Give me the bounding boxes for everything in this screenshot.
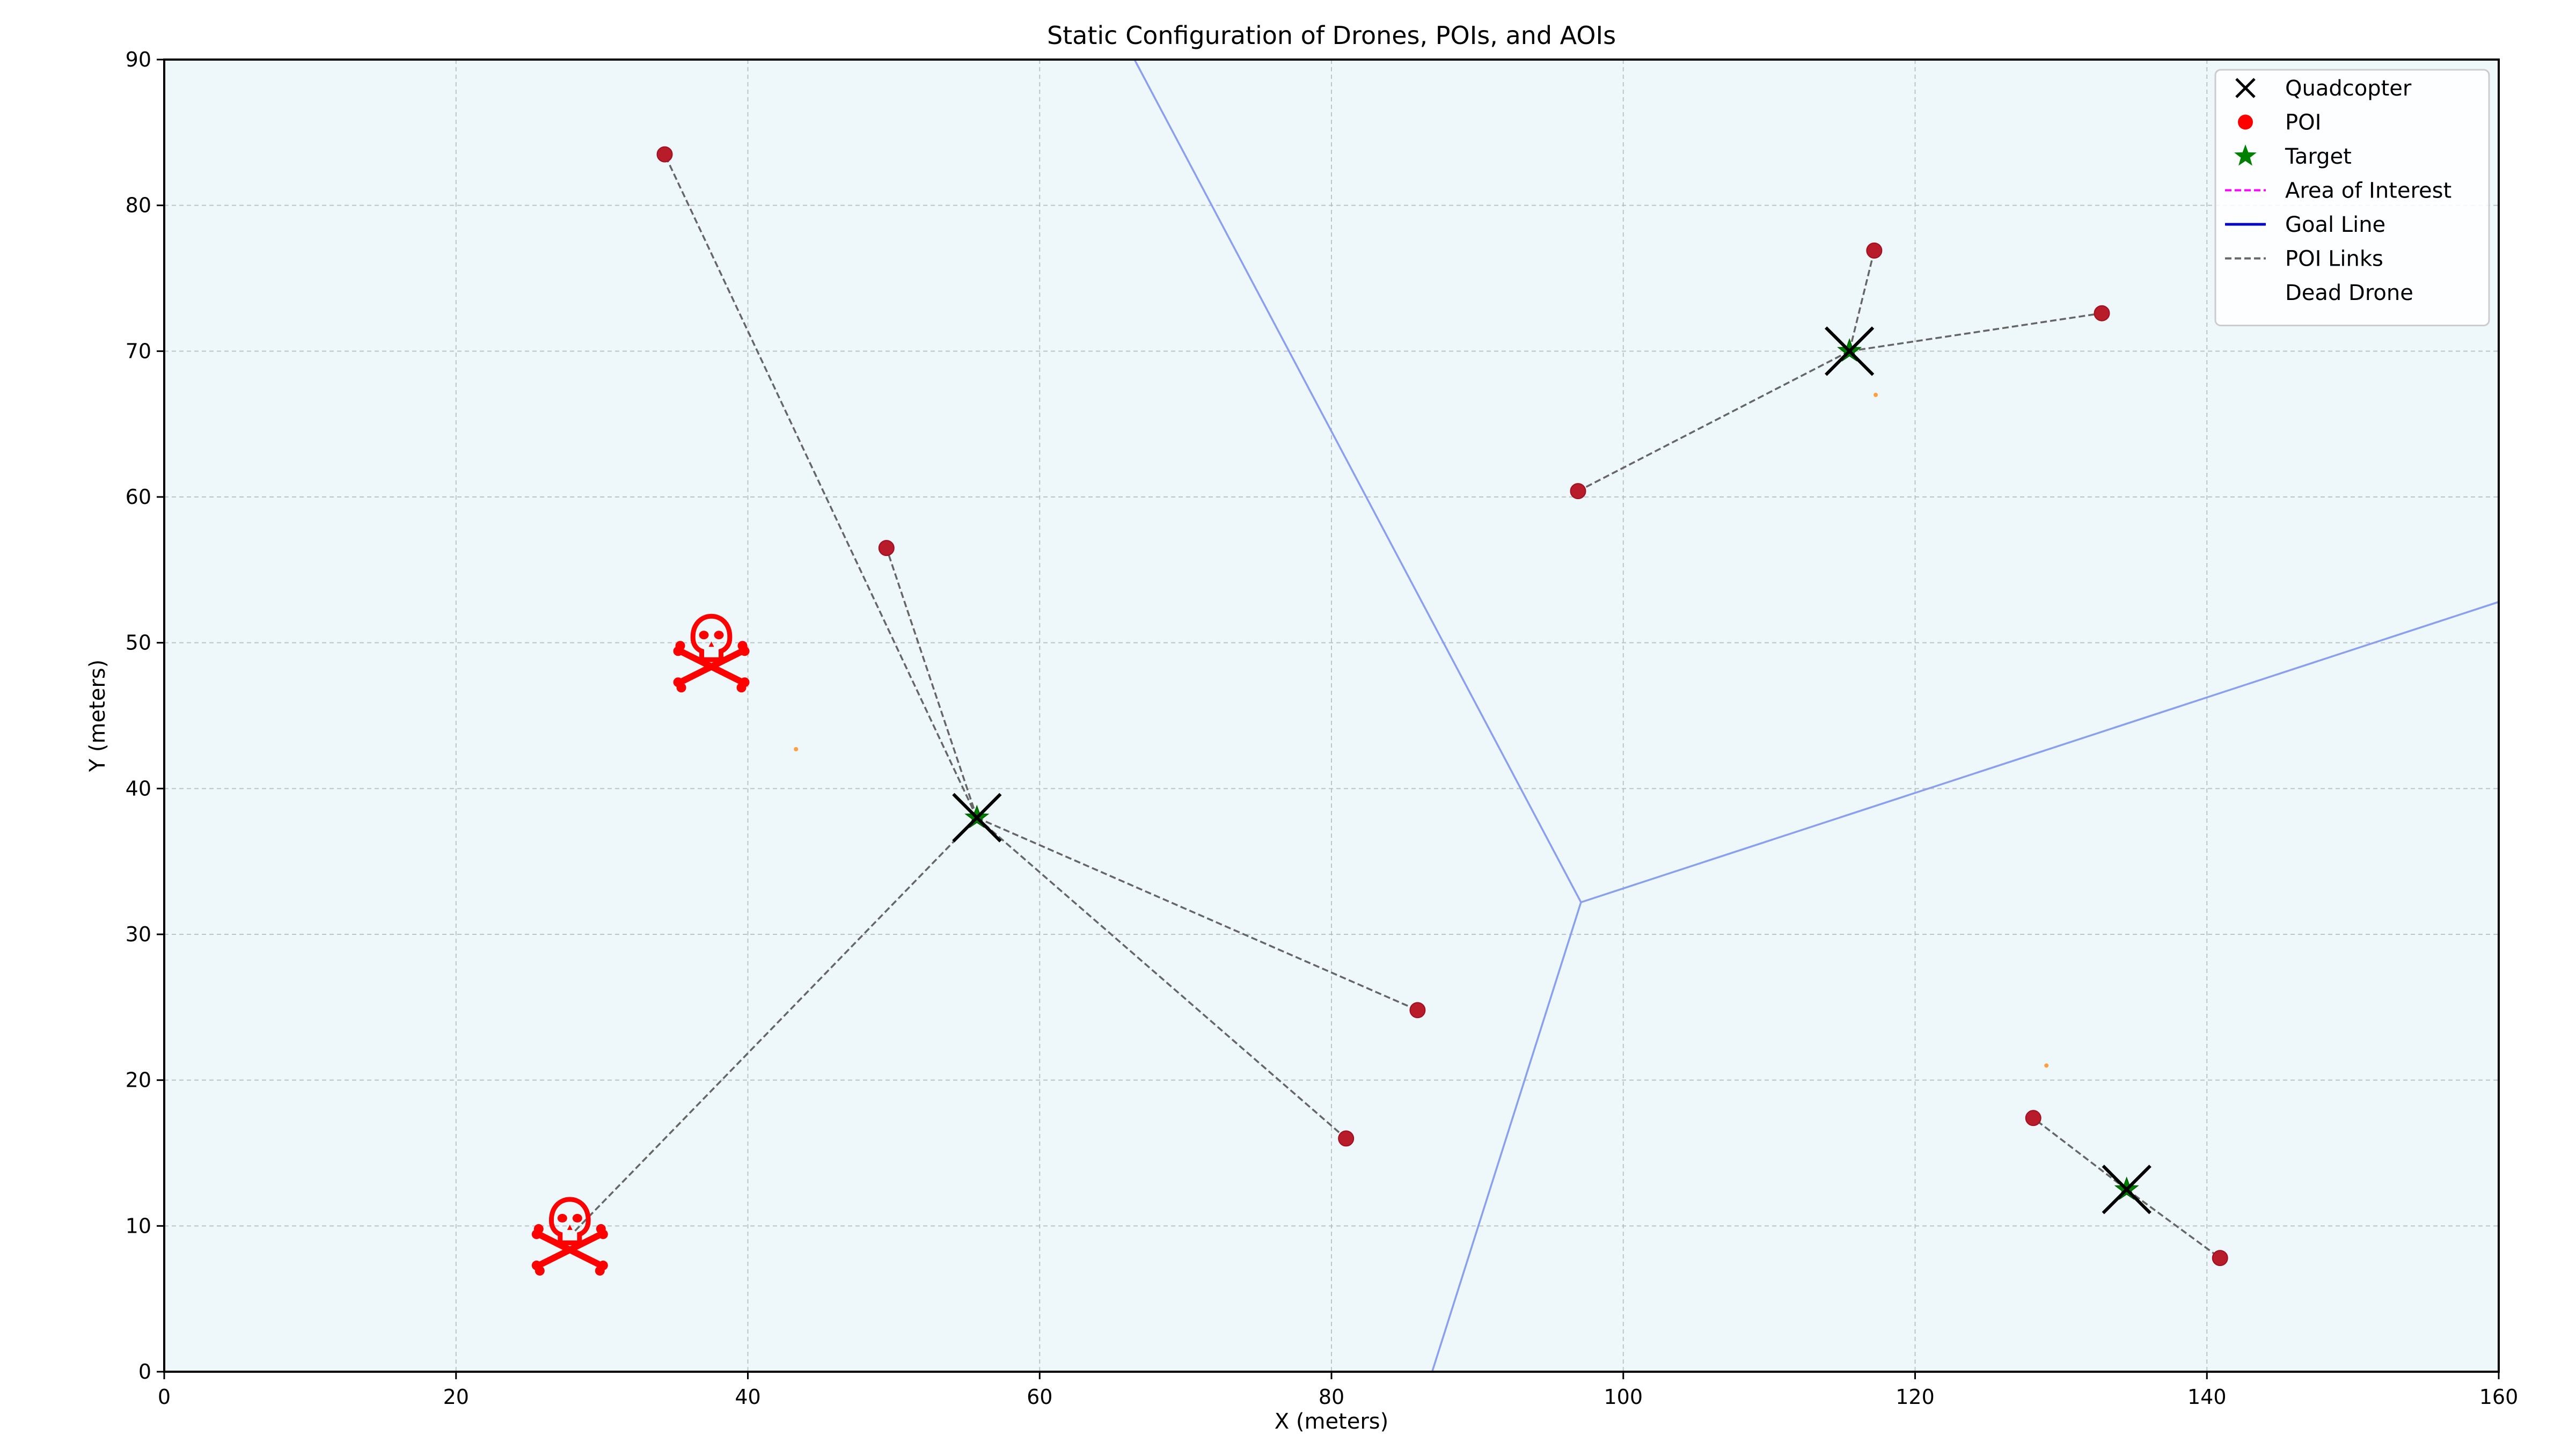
quadcopter-marker: [952, 793, 1002, 843]
poi-point: [2094, 305, 2110, 321]
poi-point: [2212, 1250, 2228, 1267]
poi-link: [663, 153, 978, 818]
legend-label: Quadcopter: [2285, 76, 2412, 101]
poi-point: [1338, 1130, 1355, 1147]
y-tick-label: 0: [138, 1360, 151, 1384]
poi-link: [885, 547, 978, 818]
quadcopter-points: [952, 326, 2151, 1214]
poi-link: [976, 817, 1347, 1139]
legend-label: Goal Line: [2285, 213, 2385, 237]
x-tick-label: 80: [1319, 1385, 1344, 1409]
poi-link: [976, 817, 1418, 1011]
quadcopter-stroke: [2102, 1165, 2151, 1214]
small-marker: [2044, 1063, 2049, 1068]
x-tick-label: 0: [158, 1385, 171, 1409]
x-tick-label: 20: [443, 1385, 469, 1409]
y-axis-label: Y (meters): [85, 660, 110, 773]
quadcopter-stroke: [1825, 326, 1875, 376]
y-tick-label: 80: [126, 194, 151, 217]
x-tick-label: 160: [2479, 1385, 2519, 1409]
poi-point: [2025, 1110, 2041, 1126]
y-tick-label: 10: [126, 1214, 151, 1238]
quadcopter-stroke: [952, 793, 1002, 843]
legend-quadcopter-icon: [2235, 78, 2256, 98]
legend-target-icon: [2234, 144, 2257, 166]
x-tick-label: 120: [1896, 1385, 1935, 1409]
legend-entry: Target: [2234, 144, 2352, 169]
x-tick-label: 140: [2187, 1385, 2227, 1409]
x-tick-label: 60: [1027, 1385, 1052, 1409]
y-tick-label: 70: [126, 339, 151, 363]
poi-point: [1570, 483, 1586, 500]
quadcopter-marker: [2102, 1165, 2151, 1214]
goal-line: [1431, 902, 1582, 1372]
poi-links: [572, 153, 2221, 1259]
poi-link: [572, 817, 978, 1234]
y-axis-ticks: 0 10 20 30 40 50 60 70 80 90: [126, 48, 164, 1384]
legend-label: Target: [2285, 144, 2352, 169]
poi-link: [1848, 250, 1876, 352]
y-tick-label: 50: [126, 631, 151, 655]
legend: Quadcopter POI Target Area of Interest Goal …: [2214, 69, 2490, 326]
x-axis-ticks: 0 20 40 60 80 100 120 140 160: [158, 1372, 2518, 1409]
legend-label: Dead Drone: [2285, 281, 2413, 305]
goal-line: [1133, 60, 1582, 903]
goal-lines: [1133, 60, 2499, 1372]
y-tick-label: 30: [126, 923, 151, 946]
legend-poi-icon: [2238, 114, 2253, 130]
quadcopter-marker: [1825, 326, 1875, 376]
small-marker: [794, 747, 799, 751]
legend-box: [2214, 69, 2490, 326]
small-markers: [794, 392, 2049, 1068]
poi-link: [1849, 312, 2102, 353]
poi-points: [656, 146, 2228, 1267]
y-tick-label: 40: [126, 777, 151, 800]
x-axis-label: X (meters): [1275, 1409, 1388, 1434]
x-tick-label: 100: [1604, 1385, 1643, 1409]
legend-entry: Quadcopter: [2235, 76, 2412, 101]
legend-entry: Area of Interest: [2225, 179, 2451, 203]
y-tick-label: 90: [126, 48, 151, 71]
legend-label: POI: [2285, 111, 2321, 135]
goal-line: [1580, 601, 2499, 903]
poi-link: [1577, 350, 1850, 492]
legend-entry: POI Links: [2225, 247, 2383, 272]
y-tick-label: 20: [126, 1069, 151, 1092]
small-marker: [1874, 392, 1878, 397]
poi-point: [1866, 242, 1883, 259]
poi-point: [878, 540, 895, 557]
y-tick-label: 60: [126, 485, 151, 509]
poi-point: [1409, 1002, 1426, 1019]
x-tick-label: 40: [735, 1385, 760, 1409]
poi-link: [2032, 1117, 2127, 1190]
legend-entry: Goal Line: [2225, 213, 2385, 237]
legend-entry: Dead Drone: [2285, 281, 2413, 305]
legend-label: Area of Interest: [2285, 179, 2451, 203]
legend-label: POI Links: [2285, 247, 2383, 272]
chart-title: Static Configuration of Drones, POIs, an…: [1047, 21, 1616, 50]
legend-entry: POI: [2238, 111, 2321, 135]
poi-point: [656, 146, 673, 163]
